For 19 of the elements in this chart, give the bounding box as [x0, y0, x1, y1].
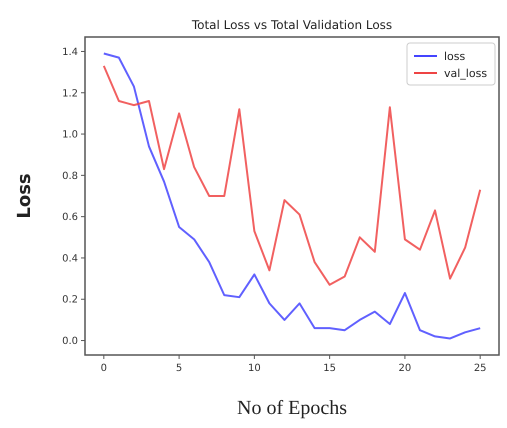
x-tick-label: 5: [176, 363, 182, 374]
y-tick-label: 0.6: [62, 212, 78, 224]
y-tick-label: 0.4: [62, 253, 78, 264]
y-tick-label: 0.8: [62, 170, 78, 182]
x-tick-label: 20: [398, 363, 412, 374]
y-tick-label: 1.4: [62, 46, 78, 58]
x-tick-label: 15: [323, 363, 336, 374]
y-tick-label: 0.0: [62, 336, 78, 348]
y-tick-label: 1.0: [62, 130, 78, 141]
x-axis-title: No of Epochs: [237, 397, 348, 419]
legend-label: loss: [444, 50, 466, 63]
x-tick-label: 10: [248, 363, 261, 374]
legend-label: val_loss: [444, 67, 488, 80]
x-tick-label: 0: [100, 363, 108, 374]
x-tick-label: 25: [474, 363, 487, 374]
y-tick-label: 1.2: [62, 88, 78, 100]
chart-title: Total Loss vs Total Validation Loss: [190, 18, 392, 32]
y-tick-label: 0.2: [62, 294, 78, 306]
y-axis-title: Loss: [14, 173, 35, 219]
